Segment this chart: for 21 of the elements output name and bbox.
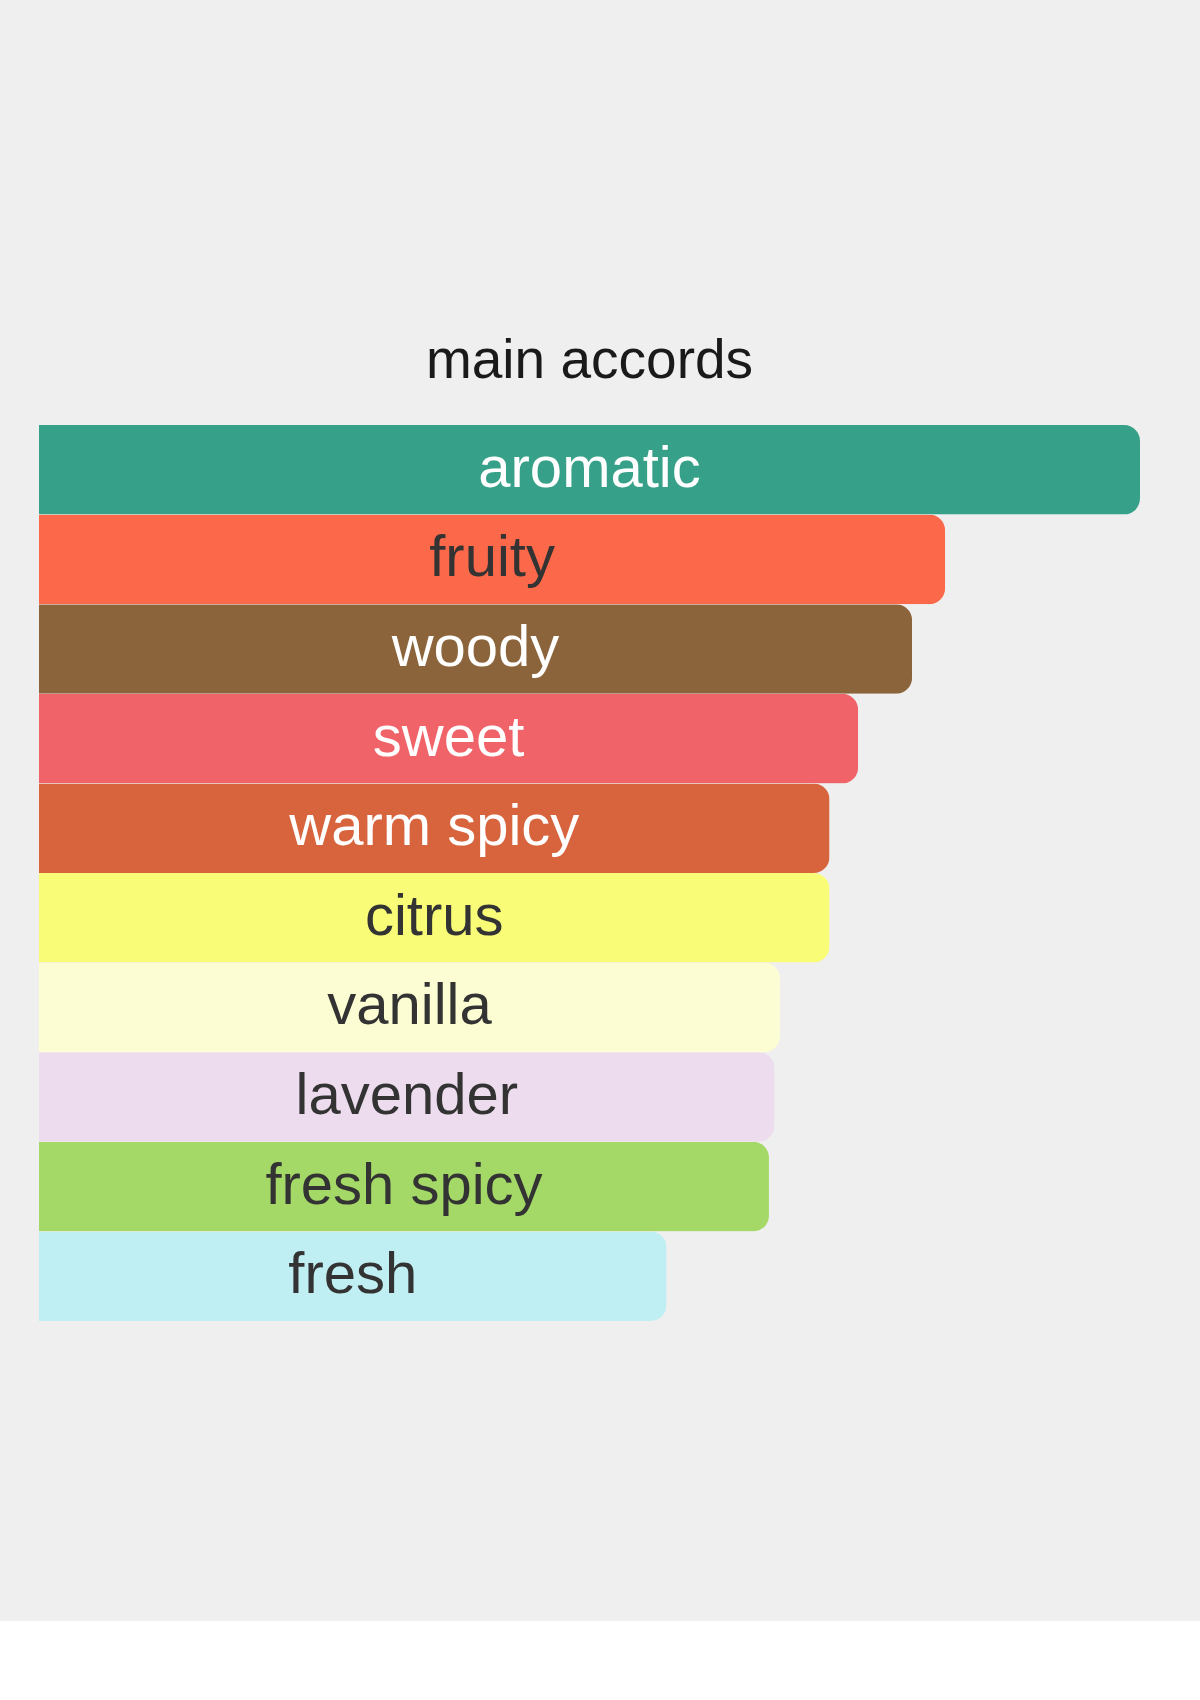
y-tick-label: warm spicy [288, 792, 580, 858]
y-tick-label: fresh [288, 1240, 418, 1306]
y-tick-label: sweet [372, 702, 525, 768]
y-tick-label: woody [390, 613, 560, 678]
y-tick-label: citrus [364, 881, 504, 947]
bar [39, 514, 946, 605]
chart-title: main accords [425, 328, 754, 390]
bar [39, 693, 859, 784]
bar [39, 1141, 769, 1232]
y-tick-label: aromatic [478, 433, 701, 499]
y-tick-label: vanilla [327, 971, 493, 1037]
bar [39, 962, 780, 1053]
bar [39, 425, 1140, 515]
bar [39, 783, 830, 873]
bar [39, 1052, 775, 1142]
bar [39, 873, 830, 963]
bar [39, 604, 913, 694]
bar [39, 1231, 667, 1321]
y-tick-label: fresh spicy [265, 1150, 543, 1216]
y-tick-label: fruity [429, 523, 555, 589]
y-tick-label: lavender [295, 1061, 518, 1126]
